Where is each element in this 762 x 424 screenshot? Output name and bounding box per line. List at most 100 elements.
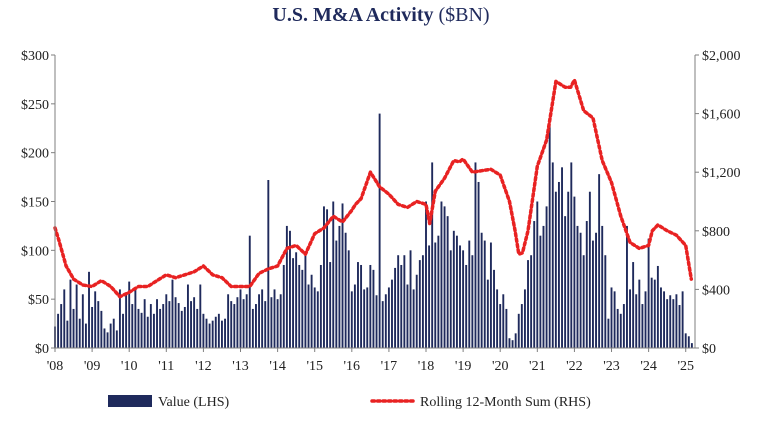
bar [641, 304, 644, 348]
bar [103, 328, 106, 348]
bar [437, 235, 440, 348]
bar [421, 255, 424, 348]
bar [520, 304, 523, 348]
bar [84, 323, 87, 348]
bar [483, 240, 486, 348]
bar [462, 250, 465, 348]
bar [146, 316, 149, 348]
bar [486, 279, 489, 348]
bar [446, 216, 449, 348]
legend-bar-label: Value (LHS) [158, 395, 229, 410]
bar [428, 245, 431, 348]
bar [582, 255, 585, 348]
x-tick-label: '19 [455, 359, 472, 374]
bar [381, 301, 384, 348]
bar [251, 308, 254, 348]
bar [75, 284, 78, 348]
bar [193, 297, 196, 348]
bar [638, 279, 641, 348]
bar [443, 206, 446, 348]
bar [199, 284, 202, 348]
bar [384, 294, 387, 348]
bar [440, 201, 443, 348]
bar [261, 289, 264, 348]
bar [595, 232, 597, 348]
bar [366, 287, 369, 348]
bar [255, 304, 257, 348]
bar-series [54, 113, 693, 348]
bar [372, 269, 375, 348]
bar [387, 287, 390, 348]
bar [375, 295, 378, 348]
bar [598, 174, 601, 348]
bar [403, 255, 406, 348]
bar [551, 162, 554, 348]
bar [480, 232, 483, 348]
bar [418, 260, 421, 348]
bar [289, 230, 291, 348]
bar [276, 299, 279, 348]
right-tick-label: $800 [702, 225, 730, 240]
bar [629, 289, 631, 348]
bar [539, 235, 542, 348]
bar [165, 294, 168, 348]
bar [616, 308, 619, 348]
bar [196, 308, 199, 348]
bar [514, 333, 517, 348]
bar [363, 289, 366, 348]
bar [465, 264, 468, 348]
bar [573, 196, 576, 348]
bar [248, 235, 251, 348]
bar [511, 340, 514, 348]
bar [131, 304, 134, 348]
bar [81, 294, 84, 348]
bar [579, 232, 582, 348]
bar [183, 306, 186, 348]
chart-title: U.S. M&A Activity ($BN) [0, 4, 762, 27]
bar [245, 294, 248, 348]
bar [499, 304, 502, 348]
bar [301, 269, 304, 348]
bar [94, 291, 97, 348]
bar [233, 304, 236, 348]
bar [517, 313, 520, 348]
bar [91, 306, 94, 348]
legend: Value (LHS) Rolling 12-Month Sum (RHS) [108, 395, 591, 410]
bar [523, 289, 526, 348]
x-tick-label: '16 [344, 359, 361, 374]
bar [412, 289, 415, 348]
bar [477, 181, 480, 348]
left-tick-label: $300 [21, 49, 49, 64]
bar [369, 264, 372, 348]
x-tick-label: '18 [418, 359, 435, 374]
bar [69, 279, 72, 348]
right-tick-label: $1,600 [702, 108, 741, 123]
bar [350, 291, 353, 348]
bar [174, 297, 177, 348]
bar [267, 180, 270, 348]
bar [224, 318, 226, 348]
bar [190, 301, 192, 348]
bar [576, 225, 579, 348]
bar [672, 299, 675, 348]
x-tick-label: '22 [566, 359, 583, 374]
bar [493, 269, 495, 348]
bar [585, 221, 588, 348]
bar [227, 294, 230, 348]
bar [270, 297, 273, 348]
bar [279, 294, 282, 348]
bar [378, 113, 381, 348]
bar [554, 191, 557, 348]
bar [400, 264, 403, 348]
bar [326, 209, 329, 348]
bar [391, 279, 393, 348]
bar [687, 336, 690, 348]
bar [78, 318, 81, 348]
bar [273, 289, 276, 348]
bar [149, 304, 152, 348]
bar [177, 303, 180, 348]
bar [171, 279, 174, 348]
bar [564, 216, 567, 348]
bar [663, 291, 666, 348]
bar [217, 313, 220, 348]
